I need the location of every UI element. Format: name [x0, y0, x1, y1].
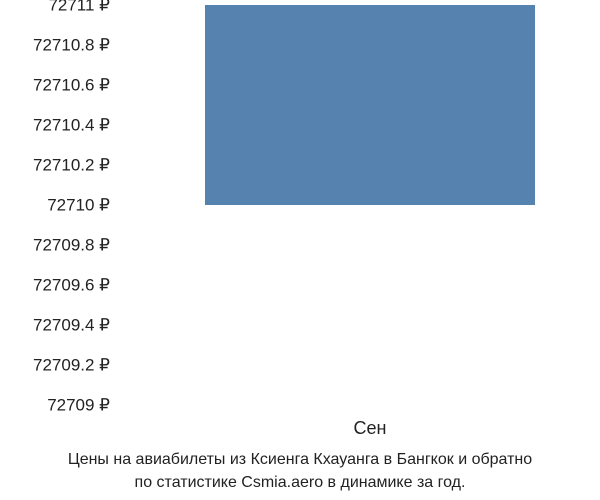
- y-axis: 72711 ₽72710.8 ₽72710.6 ₽72710.4 ₽72710.…: [0, 5, 110, 405]
- y-tick-label: 72709.4 ₽: [33, 317, 110, 334]
- plot-area: [120, 5, 580, 405]
- y-tick-label: 72710 ₽: [47, 197, 110, 214]
- price-chart: 72711 ₽72710.8 ₽72710.6 ₽72710.4 ₽72710.…: [0, 5, 600, 405]
- y-tick-label: 72710.6 ₽: [33, 77, 110, 94]
- caption-line-2: по статистике Csmia.aero в динамике за г…: [135, 474, 466, 491]
- y-tick-label: 72711 ₽: [48, 0, 110, 14]
- y-tick-label: 72710.2 ₽: [33, 157, 110, 174]
- chart-caption: Цены на авиабилеты из Ксиенга Кхауанга в…: [0, 448, 600, 494]
- y-tick-label: 72709.2 ₽: [33, 357, 110, 374]
- y-tick-label: 72709 ₽: [47, 397, 110, 414]
- caption-line-1: Цены на авиабилеты из Ксиенга Кхауанга в…: [68, 451, 532, 468]
- x-tick-label: Сен: [340, 418, 400, 439]
- y-tick-label: 72709.6 ₽: [33, 277, 110, 294]
- y-tick-label: 72710.4 ₽: [33, 117, 110, 134]
- y-tick-label: 72709.8 ₽: [33, 237, 110, 254]
- bar: [205, 5, 535, 205]
- y-tick-label: 72710.8 ₽: [33, 37, 110, 54]
